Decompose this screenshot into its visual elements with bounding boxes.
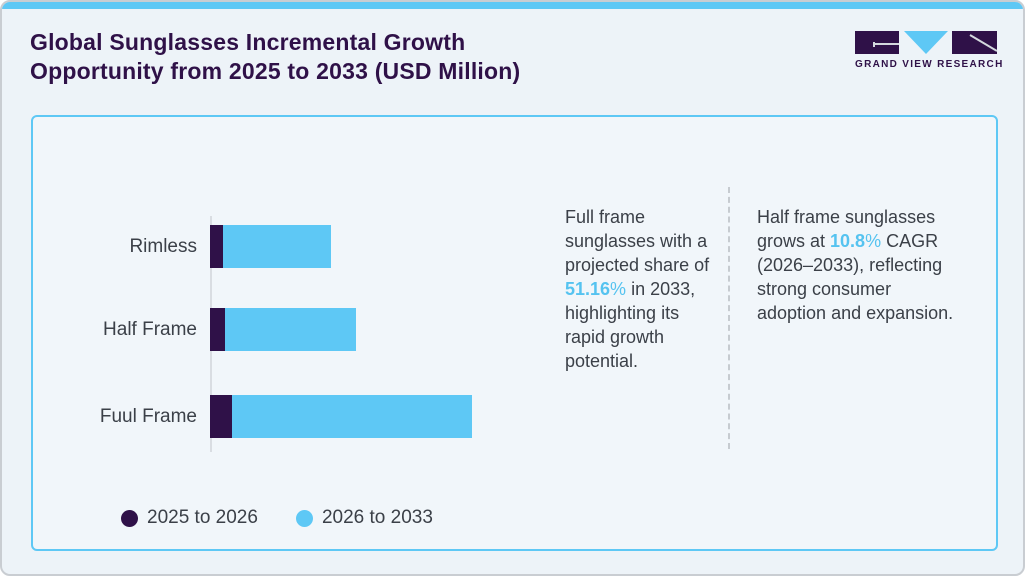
bar-segment-2025-to-2026 [210,308,225,351]
category-label: Rimless [129,235,197,257]
bar-segment-2026-to-2033 [232,395,472,438]
chart-card: Rimless Half Frame Fuul Frame 2025 to 2026… [31,115,998,551]
bar-segment-2025-to-2026 [210,225,223,268]
page-title: Global Sunglasses Incremental Growth Opp… [30,28,520,86]
bar-segments [210,308,356,351]
grand-view-research-logo: GRAND VIEW RESEARCH [855,31,1004,70]
annotation-text: in 2033, highlighting its rapid growth p… [565,279,696,371]
legend-dot-icon [295,509,313,527]
legend-dot-icon [121,509,138,527]
logo-text: GRAND VIEW RESEARCH [855,59,1004,70]
gvr-logo-icon [855,31,997,54]
page-title-line2: Opportunity from 2025 to 2033 (USD Milli… [30,58,521,84]
highlight-value: 10.8 [830,231,866,251]
annotation-half-frame: Half frame sunglasses grows at 10.8% CAG… [757,205,955,325]
legend-label: 2025 to 2026 [147,507,258,528]
category-label: Half Frame [103,318,197,340]
chart-legend: 2025 to 2026 2026 to 2033 [121,507,433,529]
highlight-value: % [610,279,627,299]
chart-row: Rimless [33,225,996,268]
page-title-line1: Global Sunglasses Incremental Growth [30,29,466,55]
bar-segment-2026-to-2033 [223,225,331,268]
highlight-value: % [865,231,882,251]
chart-row: Fuul Frame [33,395,996,438]
legend-item: 2025 to 2026 [121,507,258,529]
category-label: Fuul Frame [99,405,197,427]
highlight-value: 51.16 [565,279,611,299]
annotation-text: Full frame sunglasses with a projected s… [565,207,710,275]
chart-row: Half Frame [33,308,996,351]
top-accent-strip [2,2,1023,9]
legend-label: 2026 to 2033 [321,507,433,528]
annotation-text: CAGR (2026–2033), reflecting strong cons… [757,231,954,323]
annotation-text: Half frame sunglasses grows at [757,207,936,251]
bar-segment-2025-to-2026 [210,395,232,438]
annotation-full-frame: Full frame sunglasses with a projected s… [565,205,715,373]
bar-segment-2026-to-2033 [225,308,356,351]
legend-item: 2026 to 2033 [295,507,433,529]
bar-segments [210,225,331,268]
bar-segments [210,395,472,438]
dashed-divider [728,187,730,449]
